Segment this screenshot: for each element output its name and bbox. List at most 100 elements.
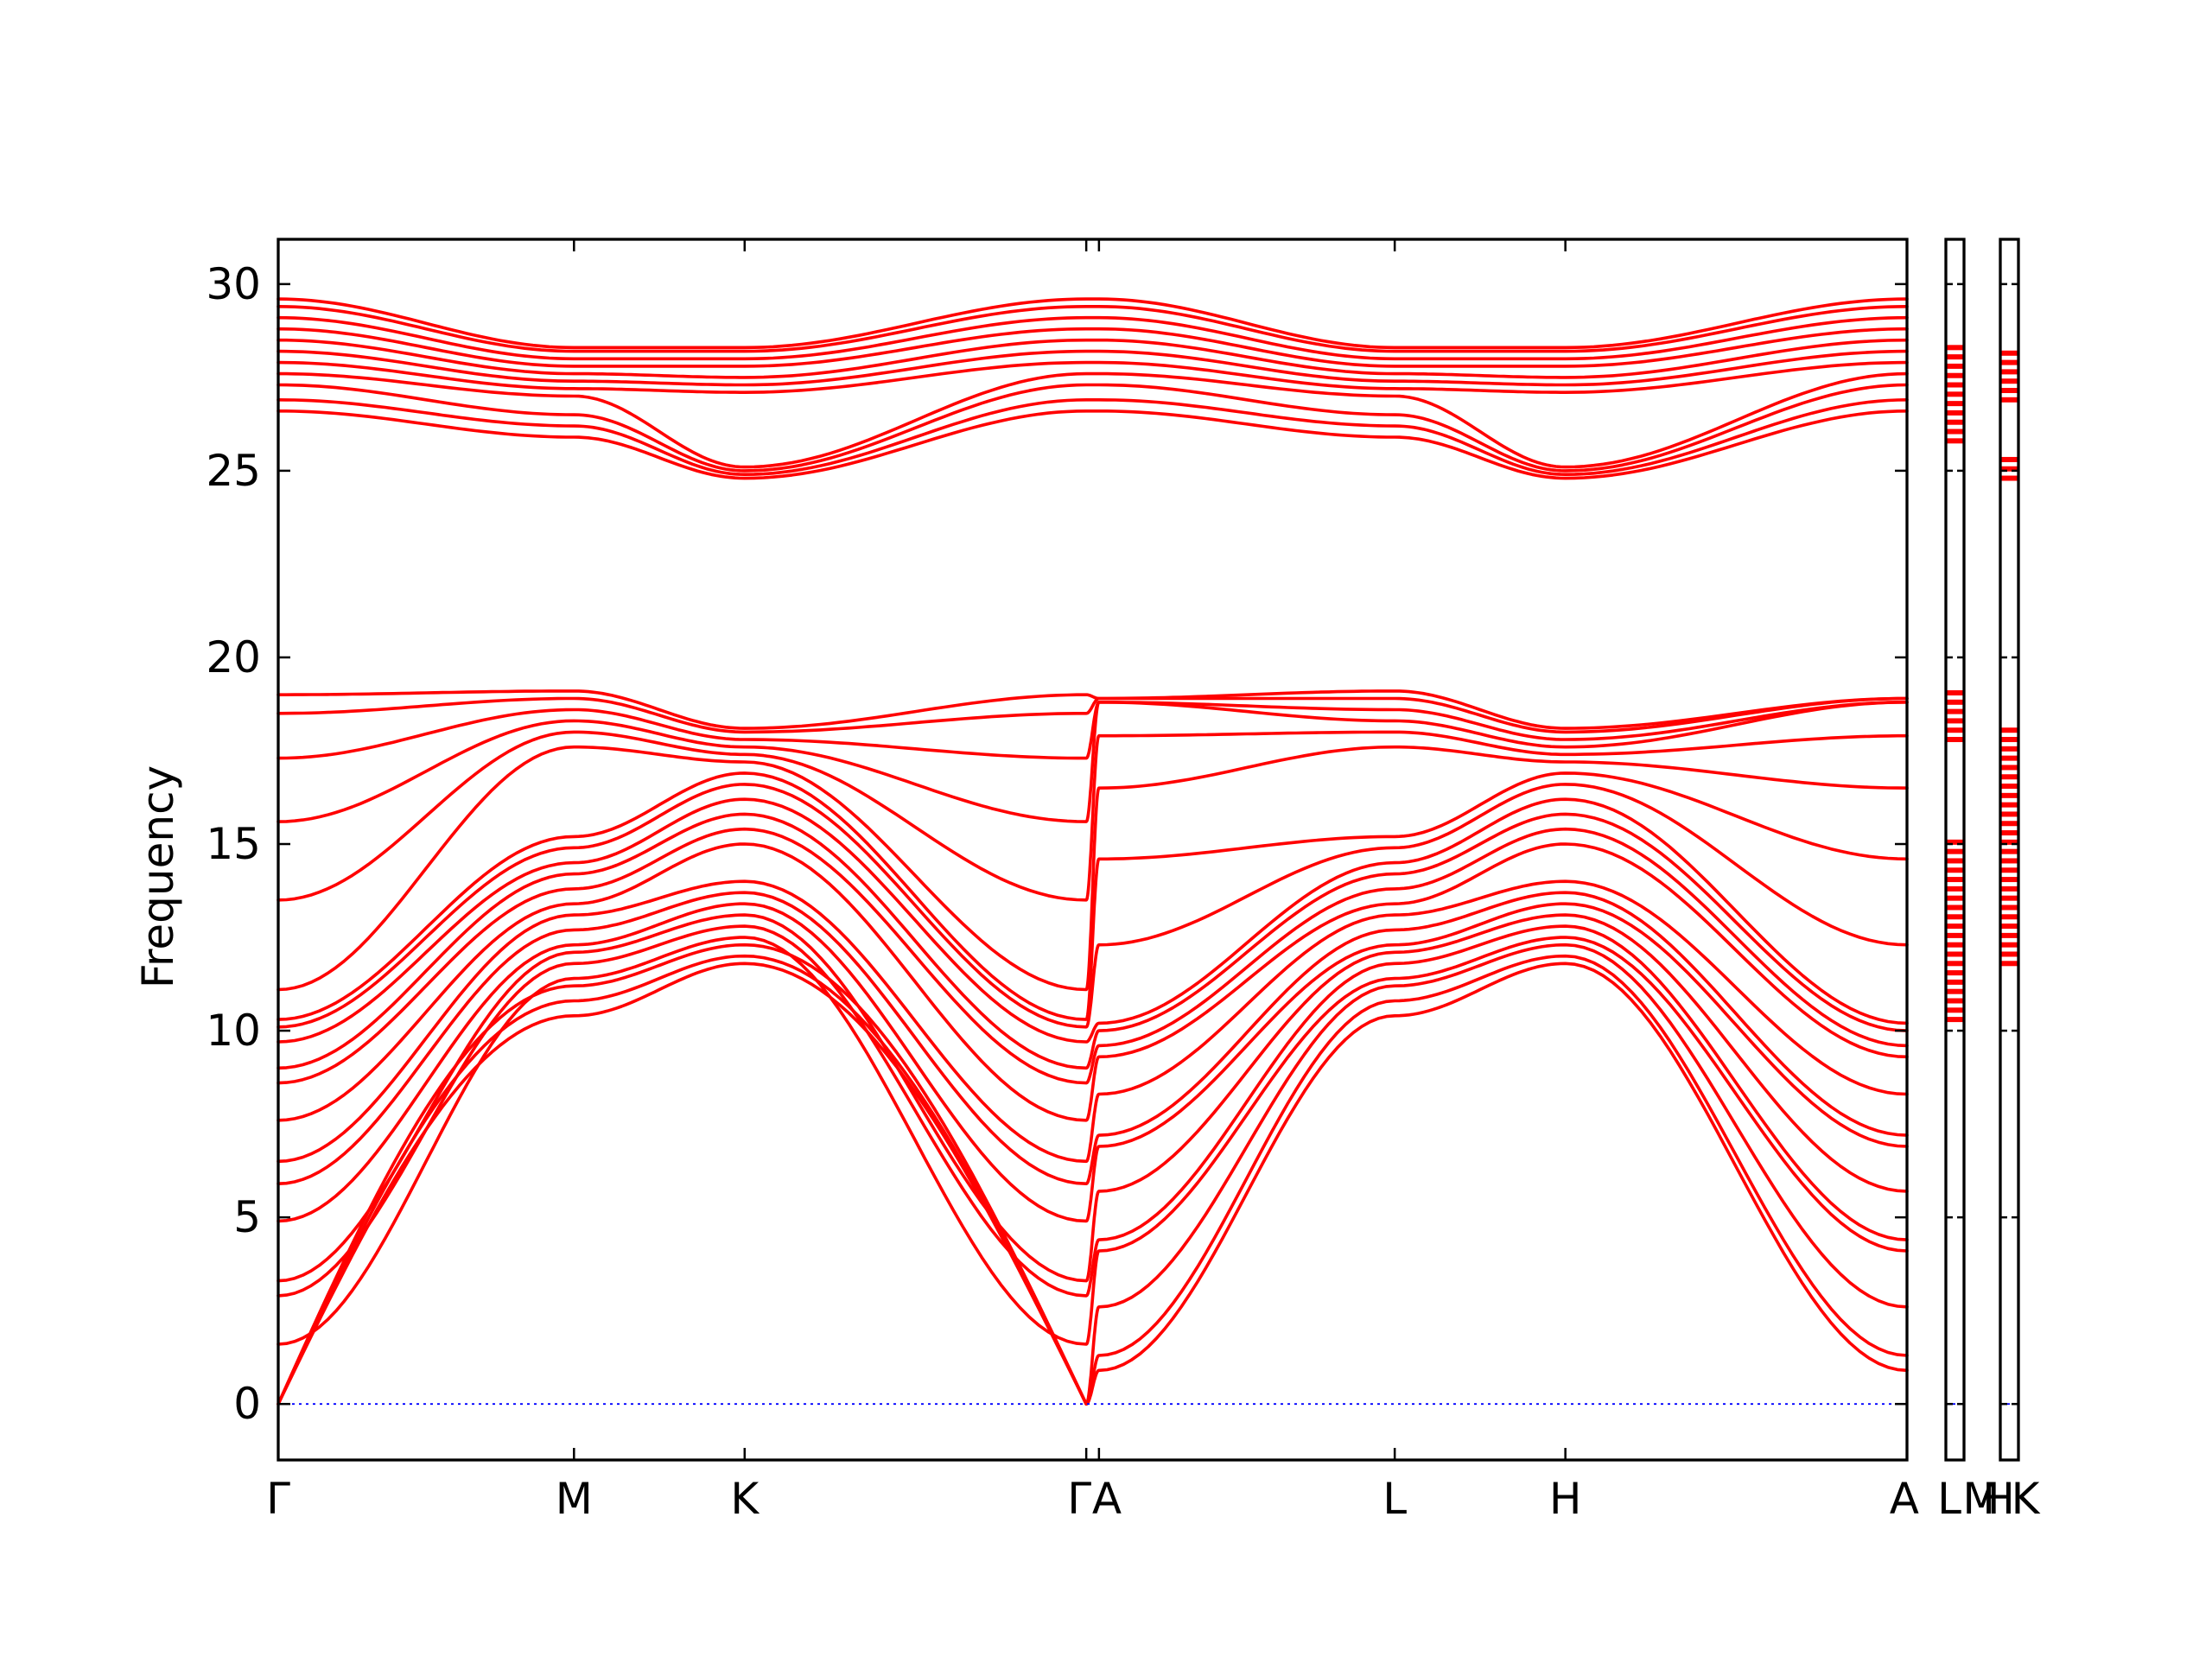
dos-mark	[2000, 727, 2018, 733]
dos-mark	[2000, 877, 2018, 883]
dos-mark	[2000, 942, 2018, 948]
ticks	[278, 239, 2018, 1460]
panel-tick-label: K	[2012, 1474, 2041, 1524]
dos-mark	[1946, 932, 1964, 938]
dos-mark	[2000, 755, 2018, 761]
x-tick-label: A	[1890, 1474, 1919, 1524]
band-line	[276, 902, 1909, 1223]
dos-mark	[2000, 466, 2018, 472]
dos-mark	[1946, 904, 1964, 911]
panel-tick-label: M	[1962, 1474, 1999, 1524]
y-tick-label: 5	[233, 1192, 261, 1242]
dos-mark	[1946, 914, 1964, 920]
dos-mark	[1946, 1007, 1964, 1013]
band-line	[276, 730, 1909, 902]
dos-mark	[2000, 961, 2018, 967]
dos-mark	[2000, 802, 2018, 808]
dos-mark	[2000, 885, 2018, 892]
dos-mark	[1946, 1017, 1964, 1023]
x-tick-label: Γ	[266, 1474, 290, 1524]
dos-mark	[1946, 961, 1964, 967]
dos-mark	[2000, 784, 2018, 790]
dos-mark	[2000, 774, 2018, 780]
band-line	[276, 297, 1909, 350]
dos-mark	[2000, 378, 2018, 384]
y-axis-label: Frequency	[133, 765, 183, 988]
band-line	[276, 879, 1909, 1164]
x-tick-label: Γ	[1067, 1474, 1091, 1524]
dos-mark	[1946, 988, 1964, 994]
dos-mark	[2000, 839, 2018, 845]
band-line	[276, 409, 1909, 480]
dos-mark	[1946, 409, 1964, 416]
band-line	[276, 745, 1909, 992]
band-line	[276, 924, 1909, 1298]
band-line	[276, 936, 1909, 1346]
dos-mark	[2000, 746, 2018, 752]
dos-mark	[2000, 848, 2018, 854]
dos-mark	[2000, 924, 2018, 930]
band-line	[276, 913, 1909, 1283]
dos-mark	[2000, 895, 2018, 901]
band-line	[276, 771, 1909, 1021]
dos-mark	[2000, 830, 2018, 836]
dos-mark	[2000, 397, 2018, 403]
dos-mark	[2000, 792, 2018, 798]
band-line	[276, 315, 1909, 361]
dos-mark	[2000, 388, 2018, 394]
band-line	[276, 701, 1909, 823]
band-line	[276, 383, 1909, 473]
dos-mark	[1946, 895, 1964, 901]
dos-mark	[1946, 942, 1964, 948]
main-axes-frame	[276, 238, 1909, 1462]
dos-mark	[1946, 708, 1964, 714]
axes-frames	[276, 238, 2020, 1462]
y-tick-label: 25	[206, 446, 261, 496]
dos-mark	[1946, 867, 1964, 873]
dos-mark	[2000, 350, 2018, 356]
x-tick-label: H	[1549, 1474, 1582, 1524]
x-tick-label: M	[556, 1474, 593, 1524]
dos-mark	[2000, 369, 2018, 375]
band-line	[276, 349, 1909, 387]
dos-mark	[1946, 951, 1964, 957]
dos-mark	[2000, 475, 2018, 481]
panel-tick-label: H	[1982, 1474, 2015, 1524]
y-tick-label: 0	[233, 1379, 261, 1429]
dos-panels	[1946, 345, 2018, 1023]
dos-mark	[1946, 979, 1964, 985]
y-tick-label: 30	[206, 259, 261, 309]
band-line	[276, 783, 1909, 1029]
dos-mark	[1946, 345, 1964, 351]
band-line	[276, 797, 1909, 1044]
panel-lm-frame	[1944, 238, 1966, 1462]
band-line	[276, 398, 1909, 476]
dos-mark	[1946, 699, 1964, 705]
band-line	[276, 305, 1909, 353]
y-tick-label: 10	[206, 1006, 261, 1056]
dos-mark	[1946, 401, 1964, 407]
dos-mark	[2000, 904, 2018, 911]
dos-mark	[1946, 690, 1964, 696]
panel-hk-frame	[1999, 238, 2020, 1462]
band-line	[276, 827, 1909, 1085]
band-line	[276, 360, 1909, 394]
band-line	[276, 943, 1909, 1406]
dos-mark	[2000, 951, 2018, 957]
dos-mark	[1946, 858, 1964, 864]
dos-mark	[2000, 821, 2018, 827]
band-line	[276, 696, 1909, 734]
dos-mark	[1946, 970, 1964, 976]
band-line	[276, 842, 1909, 1122]
band-line	[276, 689, 1909, 730]
band-line	[276, 371, 1909, 469]
dos-mark	[1946, 354, 1964, 360]
dos-mark	[1946, 737, 1964, 743]
dos-mark	[1946, 727, 1964, 733]
dos-mark	[2000, 359, 2018, 365]
dos-mark	[2000, 811, 2018, 817]
band-line	[276, 812, 1909, 1070]
x-tick-label: A	[1092, 1474, 1122, 1524]
